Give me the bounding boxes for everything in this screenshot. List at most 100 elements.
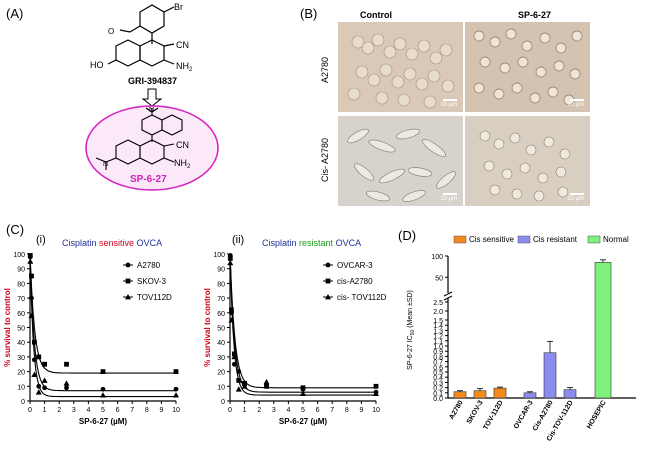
y-tick-label: 1.5: [433, 318, 443, 325]
x-tick-label: 3: [272, 407, 276, 414]
data-point-cis-A2780: [300, 385, 306, 391]
dimethylamino-n-atom-2: N: [103, 161, 108, 168]
title-word-cisplatin: Cisplatin: [62, 238, 97, 248]
cell-image: [465, 22, 590, 112]
x-tick-label-OVCAR-3: OVCAR-3: [513, 399, 535, 430]
compound1-structure: [107, 4, 175, 67]
y-tick-label: 40: [17, 340, 25, 347]
y-tick-label: 30: [217, 355, 225, 362]
row-label-a2780: A2780: [320, 56, 330, 84]
data-point-SKOV-3: [36, 354, 42, 360]
bromo-atom: Br: [174, 2, 183, 12]
amine-atom-1: NH2: [176, 61, 193, 73]
data-point-cis- TOV112D: [228, 317, 235, 323]
scale-bar: [443, 193, 457, 195]
y-tick-label: 100: [213, 252, 225, 259]
hydroxyl-atom: HO: [90, 60, 104, 70]
y-tick-label: 50: [217, 326, 225, 333]
chemical-structures: Br O CN HO NH2 GRI-394837 N CN N NH2 SP-…: [85, 2, 219, 191]
scale-bar-label: 10 μm: [567, 102, 584, 108]
legend-label-cis-A2780: cis-A2780: [337, 277, 373, 286]
data-point-TOV112D: [28, 312, 35, 319]
bar-Cis-A2780: [543, 352, 557, 399]
highlight-ellipse: [85, 105, 219, 191]
y-tick-label: 1.1: [433, 339, 443, 346]
title-word-sensitive: sensitive: [99, 238, 135, 248]
legend-label-Normal: Normal: [603, 235, 629, 244]
y-tick-label: 0.7: [433, 360, 443, 367]
y-tick-label: 50: [17, 326, 25, 333]
column-header-sp627: SP-6-27: [518, 10, 552, 20]
nitrile-atom-1: CN: [176, 40, 189, 50]
bar-TOV-112D: [493, 387, 507, 399]
down-arrow-icon: [141, 88, 163, 107]
data-point-cis- TOV112D: [263, 378, 270, 385]
cell-image: [465, 116, 590, 206]
y-tick-label: 20: [217, 370, 225, 377]
scale-bar: [570, 193, 584, 195]
data-point-TOV112D: [41, 377, 48, 383]
row-label-cis-a2780: Cis- A2780: [320, 137, 330, 183]
data-point-TOV112D: [63, 380, 70, 386]
x-tick-label: 9: [359, 407, 363, 414]
x-tick-label: 0: [28, 407, 32, 414]
y-tick-label: 90: [217, 267, 225, 274]
y-tick-label: 50: [435, 275, 443, 282]
bar-A2780: [453, 391, 467, 399]
fit-curve-cis-A2780: [229, 253, 376, 389]
y-tick-label: 0.2: [433, 386, 443, 393]
y-tick-label: 0: [221, 399, 225, 406]
fit-curve-OVCAR-3: [229, 253, 376, 393]
data-point-SKOV-3: [173, 369, 179, 374]
x-tick-label: 2: [57, 407, 61, 414]
y-tick-label: 1.3: [433, 328, 443, 335]
x-tick-label: 10: [172, 407, 180, 414]
amine-atom-2: NH2: [174, 158, 191, 170]
x-tick-label-HOSEPIC: HOSEPIC: [586, 400, 608, 431]
x-axis-label: SP-6-27 (µM): [79, 417, 128, 426]
y-tick-label: 0: [21, 399, 25, 406]
y-tick-label: 60: [17, 311, 25, 318]
chart-c-i: 0 10 20 30 40 50 60 70 80 90 100 0 1 2 3 4 5 6 7 8 9 10 SP-6-2…: [3, 252, 180, 426]
y-tick-label: 10: [17, 384, 25, 391]
x-tick-label: 5: [301, 407, 305, 414]
fit-curve-cis- TOV112D: [229, 253, 376, 396]
data-point-cis-A2780: [264, 383, 269, 389]
subpanel-ii-label: (ii): [232, 234, 245, 246]
y-tick-label: 0.3: [433, 380, 443, 387]
legend-label-Cis sensitive: Cis sensitive: [469, 235, 514, 244]
x-tick-label: 6: [116, 407, 120, 414]
subpanel-ii-title: Cisplatin resistant OVCA: [262, 238, 361, 248]
x-tick-label: 8: [345, 407, 349, 414]
axis-break-mark: [443, 295, 453, 301]
y-tick-label: 0.5: [433, 370, 443, 377]
legend-label-SKOV-3: SKOV-3: [137, 277, 166, 286]
scale-bar-label: 10 μm: [440, 196, 457, 202]
y-tick-label: 2.5: [433, 300, 443, 307]
y-tick-label: 1.4: [433, 323, 443, 330]
y-tick-label: 0.6: [433, 365, 443, 372]
bar-Cis-TOV-112D: [563, 389, 577, 399]
data-point-SKOV-3: [31, 339, 37, 345]
x-tick-label-A2780: A2780: [448, 399, 464, 420]
data-point-TOV112D: [27, 258, 34, 264]
y-tick-label: 0.9: [433, 349, 443, 356]
x-tick-label-SKOV-3: SKOV-3: [466, 399, 485, 425]
data-point-TOV112D: [35, 389, 42, 395]
data-point-cis- TOV112D: [241, 383, 248, 389]
methoxy-o-atom: O: [108, 27, 114, 36]
compound1-name: GRI-394837: [128, 76, 177, 86]
x-tick-label: 10: [372, 407, 380, 414]
data-point-A2780: [100, 386, 106, 392]
y-axis-label: % survival to control: [3, 288, 12, 367]
scale-bar-label: 10 μm: [567, 196, 584, 202]
y-tick-label: 0.1: [433, 391, 443, 398]
fit-curve-SKOV-3: [29, 253, 176, 374]
y-tick-label: 100: [13, 252, 25, 259]
data-point-TOV112D: [31, 371, 38, 377]
x-tick-label: 9: [159, 407, 163, 414]
y-tick-label: 2.0: [433, 309, 443, 316]
y-tick-label: 1.2: [433, 334, 443, 341]
chart-d: 0.00.10.20.30.40.50.60.70.80.91.01.11.21…: [407, 235, 636, 443]
subpanel-i-label: (i): [36, 234, 46, 246]
